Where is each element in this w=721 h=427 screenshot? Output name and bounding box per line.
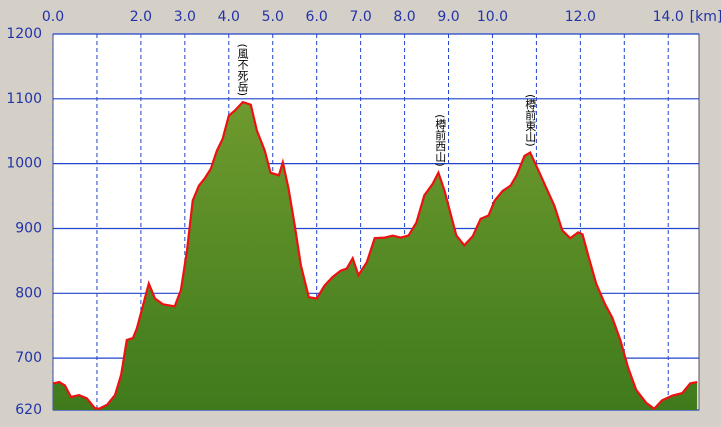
y-tick-label: 1200 xyxy=(6,26,42,42)
line xyxy=(52,100,698,411)
x-tick-label: 12.0 xyxy=(565,9,596,25)
x-tick-label: 4.0 xyxy=(218,9,240,25)
x-tick-label: 3.0 xyxy=(174,9,196,25)
y-tick-label: 800 xyxy=(15,285,42,301)
annotation: (風不死岳) xyxy=(236,43,249,96)
annotation: (樽前東山) xyxy=(524,94,537,147)
y-tick-label: 900 xyxy=(15,220,42,236)
y-tick-label: 700 xyxy=(15,350,42,366)
y-tick-label: 620 xyxy=(15,402,42,418)
x-tick-label: 0.0 xyxy=(42,9,64,25)
y-tick-label: 1100 xyxy=(6,91,42,107)
x-tick-label: 7.0 xyxy=(349,9,371,25)
x-tick-label: 2.0 xyxy=(130,9,152,25)
x-tick-label: 9.0 xyxy=(437,9,459,25)
x-tick-label: 14.0 xyxy=(653,9,684,25)
x-axis-label: [km] xyxy=(690,9,721,25)
x-tick-label: 8.0 xyxy=(393,9,415,25)
annotation: (樽前西山) xyxy=(434,114,447,167)
x-tick-label: 6.0 xyxy=(306,9,328,25)
area xyxy=(53,102,698,410)
x-tick-label: 10.0 xyxy=(477,9,508,25)
x-tick-label: 5.0 xyxy=(262,9,284,25)
y-tick-label: 1000 xyxy=(6,156,42,172)
